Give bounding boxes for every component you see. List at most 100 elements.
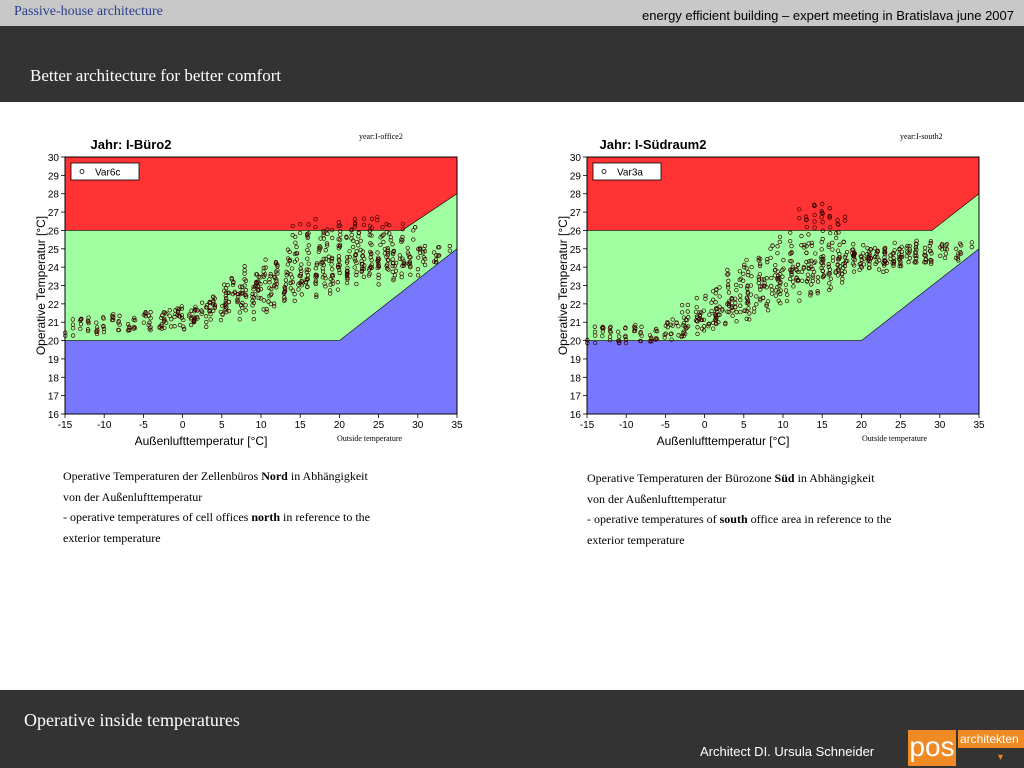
data-point [408,255,413,260]
data-point [330,278,335,284]
data-point [321,230,326,236]
data-point [390,263,395,269]
data-point [200,309,205,314]
data-point [353,258,358,264]
data-point [806,241,811,246]
data-point [888,256,893,262]
data-point [288,280,293,286]
data-point [330,267,335,272]
data-point [638,338,643,344]
data-point [746,269,751,275]
logo-mark-icon: ▾ [998,752,1004,763]
data-point [770,243,775,248]
data-point [897,257,902,262]
data-point [399,271,404,276]
data-point [299,278,304,284]
data-point [833,231,839,236]
data-point [243,308,248,313]
data-point [401,263,406,269]
data-point [826,244,831,250]
data-point [70,317,75,322]
legend-marker [601,169,607,174]
data-point [835,262,840,267]
data-point [663,331,668,336]
data-point [296,287,301,292]
data-point [132,325,138,331]
data-point [212,302,218,308]
data-point [238,302,244,308]
y-tick-label: 17 [570,392,582,403]
data-point [745,286,750,291]
data-point [737,269,742,274]
chart-right-note: year:I-south2 [900,132,943,141]
data-point [765,308,771,313]
y-tick-label: 26 [48,226,60,237]
data-point [802,242,807,248]
y-axis-label: Operative Temperatur [°C] [556,216,570,355]
data-point [744,295,750,300]
data-point [701,324,707,329]
data-point [313,224,318,230]
data-point [867,251,872,256]
top-bar: Passive-house architecture energy effici… [0,0,1024,26]
x-tick-label: 5 [741,420,747,431]
data-point [159,323,164,329]
data-point [683,326,689,331]
data-point [85,327,91,332]
data-point [764,285,769,290]
data-point [381,232,386,237]
data-point [693,309,699,315]
data-point [712,317,718,323]
data-point [694,304,699,310]
data-point [907,243,912,249]
data-point [617,340,622,345]
data-point [819,215,824,220]
data-point [381,239,386,245]
data-point [802,245,807,250]
data-point [358,238,363,244]
data-point [400,234,405,240]
data-point [416,255,421,260]
data-point [623,326,628,331]
data-point [891,259,897,265]
data-point [776,289,781,295]
data-point [117,313,122,318]
data-point [601,326,606,331]
data-point [204,319,209,325]
y-tick-label: 24 [570,263,582,274]
undercool-zone [587,248,979,414]
data-point [777,283,782,288]
data-point [251,317,256,322]
data-point [730,313,735,318]
data-point [795,262,801,267]
data-point [175,310,181,315]
data-point [242,264,247,269]
data-point [683,331,688,336]
data-point [791,279,796,284]
data-point [266,299,271,304]
data-point [385,262,390,267]
data-point [953,246,959,251]
data-point [836,222,841,227]
data-point [681,315,687,320]
x-tick-label: -10 [619,420,634,431]
data-point [405,250,411,255]
data-point [361,222,367,227]
data-point [447,243,452,249]
data-point [352,265,357,270]
data-point [387,231,392,236]
caption-south-bold3: south [719,512,748,526]
data-point [861,262,867,267]
data-point [243,292,249,298]
data-point [772,268,778,273]
x-tick-label: 0 [702,420,708,431]
caption-north-line4: exterior temperature [63,530,161,545]
data-point [830,255,836,260]
data-point [812,219,817,224]
data-point [758,261,763,267]
data-point [281,291,287,296]
data-point [237,317,242,322]
data-point [882,258,887,264]
data-point [914,256,919,261]
undercool-zone [65,248,457,414]
